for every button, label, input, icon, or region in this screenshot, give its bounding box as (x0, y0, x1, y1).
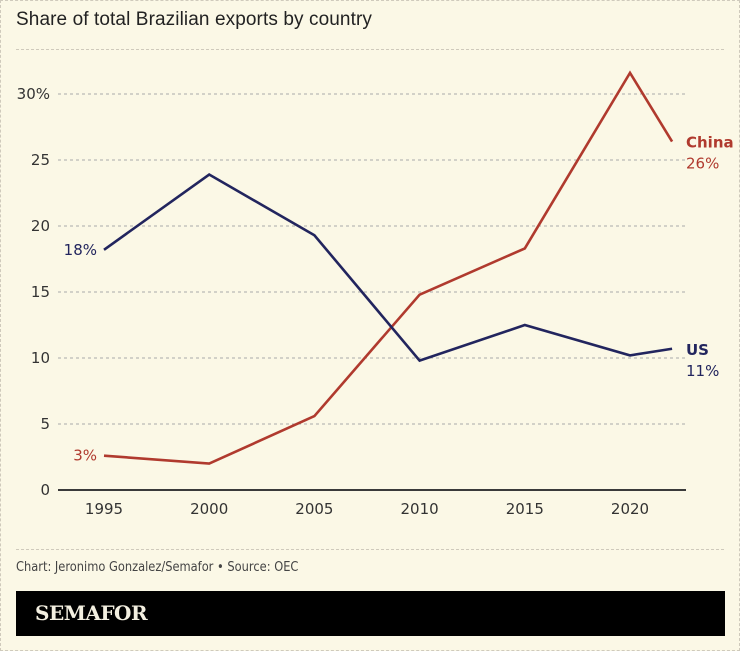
y-tick-label: 5 (40, 415, 50, 433)
china-end-name: China (686, 134, 734, 152)
chart-title: Share of total Brazilian exports by coun… (16, 9, 372, 30)
x-tick-label: 2000 (190, 500, 228, 518)
y-tick-label: 20 (31, 217, 50, 235)
y-tick-label: 10 (31, 349, 50, 367)
y-tick-label: 25 (31, 151, 50, 169)
y-tick-label: 0 (40, 481, 50, 499)
brand-footer: SEMAFOR (16, 591, 725, 636)
series-lines (103, 70, 674, 465)
us-end-value: 11% (686, 362, 719, 380)
y-axis-ticks: 0 5 10 15 20 25 30% (17, 85, 50, 499)
x-tick-label: 1995 (85, 500, 123, 518)
series-labels: 3% China 26% 18% US 11% (64, 134, 734, 465)
x-tick-label: 2005 (295, 500, 333, 518)
gridlines (58, 93, 686, 491)
semafor-logo: SEMAFOR (35, 601, 148, 625)
x-tick-label: 2015 (506, 500, 544, 518)
china-line (103, 70, 674, 465)
china-start-label: 3% (73, 447, 97, 465)
y-tick-label: 30% (17, 85, 50, 103)
us-end-name: US (686, 341, 709, 359)
title-divider (16, 49, 724, 50)
credit-divider (16, 549, 724, 550)
source-credit: Chart: Jeronimo Gonzalez/Semafor • Sourc… (16, 560, 299, 575)
y-tick-label: 15 (31, 283, 50, 301)
us-line (103, 172, 673, 363)
x-tick-label: 2020 (611, 500, 649, 518)
x-axis-ticks: 1995 2000 2005 2010 2015 2020 (85, 500, 649, 518)
us-start-label: 18% (64, 241, 97, 259)
china-end-value: 26% (686, 155, 719, 173)
x-tick-label: 2010 (401, 500, 439, 518)
